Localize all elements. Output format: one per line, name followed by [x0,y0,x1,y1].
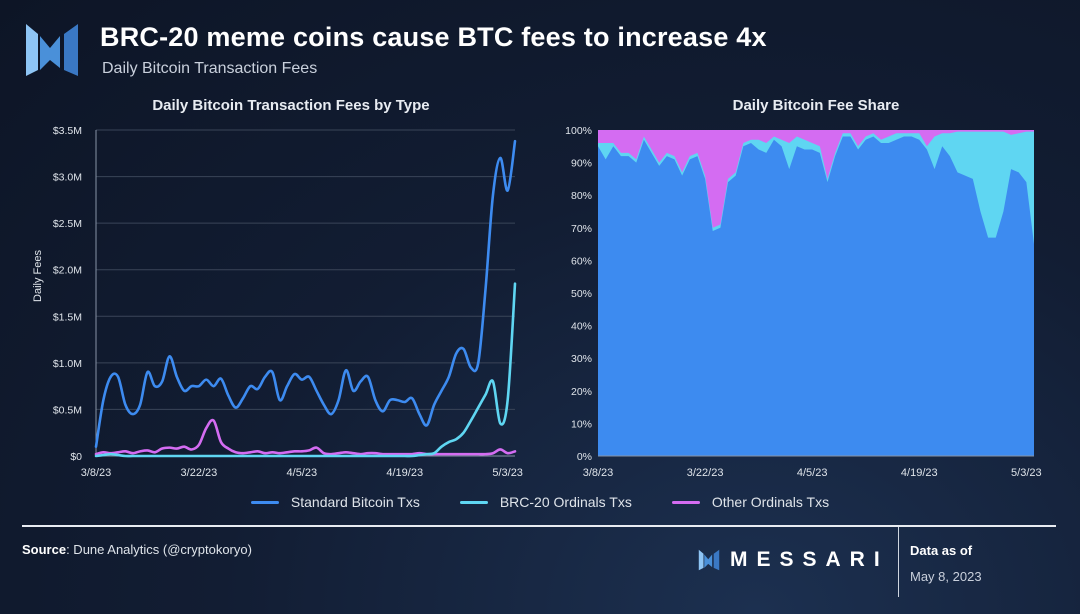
y-tick-label: 100% [565,125,592,137]
y-tick-label: 80% [571,190,592,202]
legend-label: Other Ordinals Txs [711,494,830,510]
legend-item-other: Other Ordinals Txs [671,494,830,510]
right-chart-title: Daily Bitcoin Fee Share [732,97,900,114]
legend-swatch [459,500,488,504]
y-tick-label: $2.5M [53,218,82,230]
y-tick-label: 10% [571,418,592,430]
left-chart-title: Daily Bitcoin Transaction Fees by Type [152,97,430,114]
x-tick-label: 4/5/23 [797,467,828,479]
legend-item-brc20: BRC-20 Ordinals Txs [459,494,632,510]
series-line-brc20 [94,282,517,458]
fees-line-chart: $0 $0.5M $1.0M $1.5M $2.0M $2.5M $3.0M $3.5M 3/8… [53,125,523,479]
x-tick-label: 4/19/23 [901,467,938,479]
y-tick-label: 50% [571,288,592,300]
source-label: Source [22,542,67,557]
x-tick-label: 3/8/23 [583,467,614,479]
messari-brand: MESSARI [698,548,889,572]
y-tick-label: $1.5M [53,311,82,323]
legend-label: BRC-20 Ordinals Txs [499,494,632,510]
y-tick-label: $1.0M [53,358,82,370]
series-line-other [94,418,517,456]
legend-label: Standard Bitcoin Txs [290,494,420,510]
legend-swatch [250,500,279,504]
x-tick-label: 5/3/23 [492,467,523,479]
x-tick-label: 3/8/23 [81,467,112,479]
page-subtitle: Daily Bitcoin Transaction Fees [102,60,318,77]
y-tick-label: $0.5M [53,404,82,416]
x-tick-label: 3/22/23 [687,467,724,479]
x-tick-label: 4/19/23 [386,467,423,479]
y-tick-label: 30% [571,353,592,365]
data-as-of-label: Data as of [910,543,973,558]
series-line-standard [94,139,517,448]
y-tick-label: 90% [571,158,592,170]
y-tick-label: 70% [571,223,592,235]
footer-vertical-divider [898,527,899,597]
y-tick-label: 40% [571,321,592,333]
brand-name: MESSARI [730,548,889,571]
y-tick-label: $3.0M [53,172,82,184]
source-text: : Dune Analytics (@cryptokoryo) [66,542,252,557]
data-as-of-date: May 8, 2023 [910,569,982,584]
area-standard [598,136,1034,456]
messari-logo-small [698,549,720,571]
footer-divider [22,525,1056,527]
y-tick-label: 60% [571,255,592,267]
y-tick-label: 0% [577,451,592,463]
y-tick-label: $2.0M [53,265,82,277]
messari-logo [26,24,78,76]
page-title: BRC-20 meme coins cause BTC fees to incr… [100,22,767,52]
source-note: Source: Dune Analytics (@cryptokoryo) [22,542,252,557]
y-tick-label: $3.5M [53,125,82,137]
y-tick-label: $0 [70,451,82,463]
x-tick-label: 3/22/23 [181,467,218,479]
legend-item-standard: Standard Bitcoin Txs [250,494,420,510]
x-tick-label: 4/5/23 [287,467,318,479]
legend-swatch [671,500,700,504]
legend: Standard Bitcoin Txs BRC-20 Ordinals Txs… [0,494,1080,510]
y-tick-label: 20% [571,386,592,398]
fee-share-area-chart: 0% 10% 20% 30% 40% 50% 60% 70% 80% 90% 100% 3/8/23 3… [565,125,1042,479]
x-tick-label: 5/3/23 [1011,467,1042,479]
